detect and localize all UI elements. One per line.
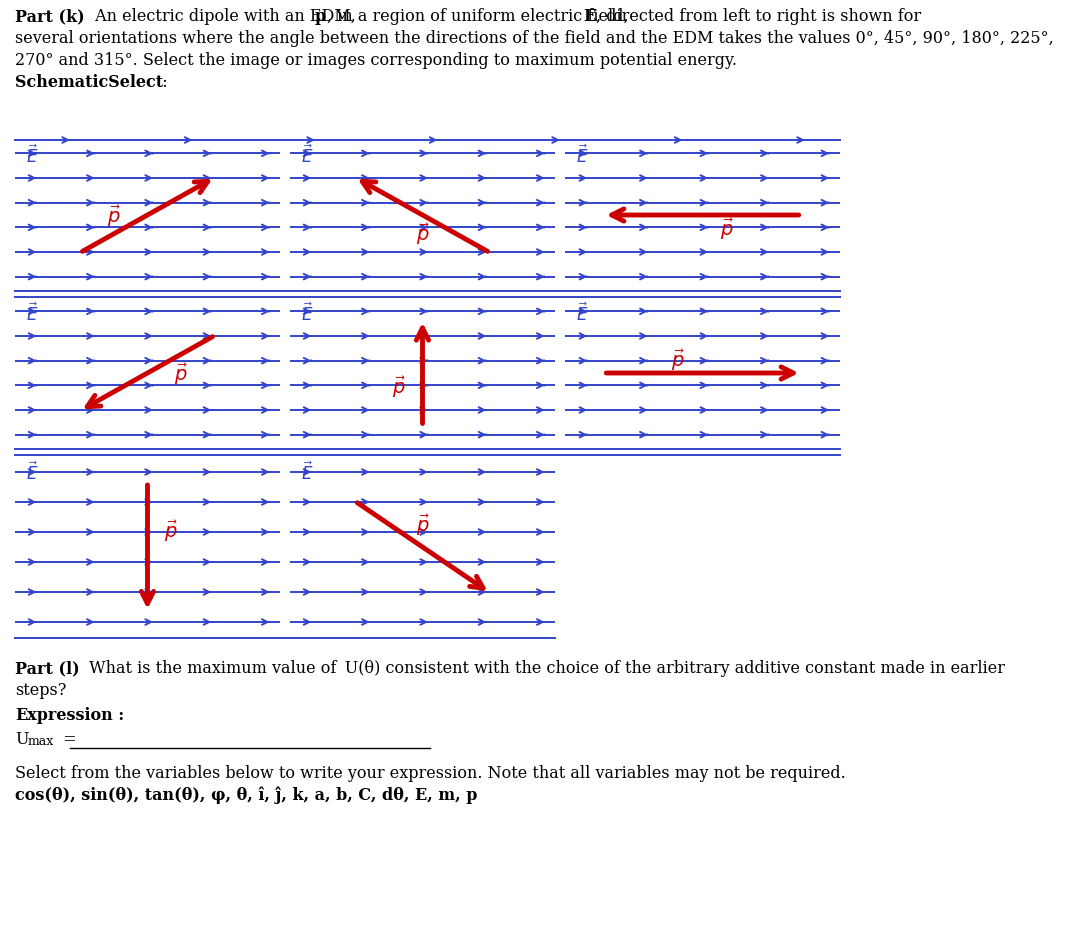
Text: $\vec{E}$: $\vec{E}$ <box>300 303 313 325</box>
Text: Part (k): Part (k) <box>15 8 84 25</box>
Text: :: : <box>152 74 167 91</box>
Text: max: max <box>28 734 54 748</box>
Text: $\vec{p}$: $\vec{p}$ <box>416 222 430 247</box>
Text: $\vec{E}$: $\vec{E}$ <box>300 461 313 483</box>
Text: Part (l): Part (l) <box>15 659 80 676</box>
Text: Expression: Expression <box>15 706 112 723</box>
Text: $\vec{E}$: $\vec{E}$ <box>300 144 313 167</box>
Text: $\vec{E}$: $\vec{E}$ <box>576 303 589 325</box>
Text: An electric dipole with an EDM,: An electric dipole with an EDM, <box>90 8 361 25</box>
Text: , directed from left to right is shown for: , directed from left to right is shown f… <box>596 8 921 25</box>
Text: , in a region of uniform electric field,: , in a region of uniform electric field, <box>327 8 634 25</box>
Text: $\vec{p}$: $\vec{p}$ <box>392 375 406 399</box>
Text: =: = <box>58 731 77 748</box>
Text: Select from the variables below to write your expression. Note that all variable: Select from the variables below to write… <box>15 765 846 782</box>
Text: $\vec{p}$: $\vec{p}$ <box>720 216 734 242</box>
Text: SchematicSelect: SchematicSelect <box>15 74 163 91</box>
Text: U: U <box>15 731 28 748</box>
Text: $\vec{p}$: $\vec{p}$ <box>416 512 430 537</box>
Text: cos(θ), sin(θ), tan(θ), φ, θ, î, ĵ, k, a, b, C, dθ, E, m, p: cos(θ), sin(θ), tan(θ), φ, θ, î, ĵ, k, a… <box>15 786 477 803</box>
Text: $\vec{p}$: $\vec{p}$ <box>671 347 685 373</box>
Text: $\vec{p}$: $\vec{p}$ <box>164 518 178 544</box>
Text: several orientations where the angle between the directions of the field and the: several orientations where the angle bet… <box>15 30 1054 47</box>
Text: $\vec{E}$: $\vec{E}$ <box>26 303 38 325</box>
Text: p: p <box>315 8 326 25</box>
Text: $\vec{E}$: $\vec{E}$ <box>26 144 38 167</box>
Text: $\vec{E}$: $\vec{E}$ <box>576 144 589 167</box>
Text: :: : <box>107 706 124 723</box>
Text: $\vec{p}$: $\vec{p}$ <box>107 203 121 228</box>
Text: E: E <box>583 8 595 25</box>
Text: What is the maximum value of  U(θ) consistent with the choice of the arbitrary a: What is the maximum value of U(θ) consis… <box>84 659 1005 676</box>
Text: $\vec{p}$: $\vec{p}$ <box>174 361 188 386</box>
Text: 270° and 315°. Select the image or images corresponding to maximum potential ene: 270° and 315°. Select the image or image… <box>15 52 737 69</box>
Text: $\vec{E}$: $\vec{E}$ <box>26 461 38 483</box>
Text: steps?: steps? <box>15 682 66 699</box>
